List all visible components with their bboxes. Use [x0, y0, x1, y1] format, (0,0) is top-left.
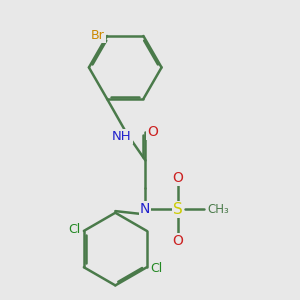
Text: Cl: Cl — [68, 223, 81, 236]
Text: O: O — [172, 234, 184, 248]
Text: Br: Br — [91, 29, 105, 43]
Text: O: O — [147, 125, 158, 139]
Text: N: N — [140, 202, 150, 216]
Text: S: S — [173, 202, 183, 217]
Text: CH₃: CH₃ — [208, 203, 230, 216]
Text: O: O — [172, 171, 184, 185]
Text: NH: NH — [112, 130, 132, 143]
Text: Cl: Cl — [150, 262, 162, 275]
